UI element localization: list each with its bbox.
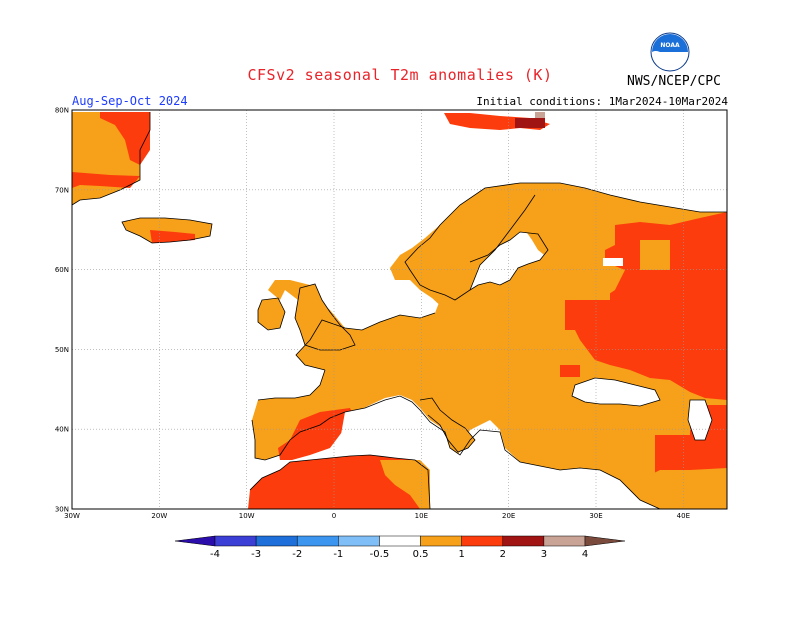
- latitude-label: 60N: [55, 266, 69, 274]
- region-ireland: [258, 298, 285, 330]
- latitude-label: 70N: [55, 186, 69, 194]
- season-label: Aug-Sep-Oct 2024: [72, 94, 188, 108]
- coastline-atlantic: [295, 312, 436, 371]
- colorbar-bin: [214, 535, 257, 547]
- anomaly-fields: [72, 112, 727, 509]
- colorbar-bin: [420, 535, 462, 547]
- colorbar-bin: [461, 535, 504, 547]
- region-baltic-sea: [470, 232, 548, 290]
- coastline-north-africa: [249, 454, 431, 509]
- region-iberia-strong: [278, 408, 355, 460]
- region-greenland-strong: [100, 112, 150, 165]
- coastline-baltic: [469, 231, 549, 291]
- longitude-label: 10E: [415, 512, 428, 520]
- coastline-europe: [439, 182, 727, 226]
- region-svalbard-tan: [535, 112, 545, 118]
- gridlines: [72, 110, 727, 509]
- longitude-label: 30E: [589, 512, 602, 520]
- coastline-italy: [419, 397, 476, 453]
- coastline-greenland: [72, 112, 151, 206]
- colorbar-bin: [296, 535, 339, 547]
- colorbar-tick-label: -1: [333, 549, 343, 560]
- region-orange-patch-russia-2: [580, 280, 610, 300]
- coastline-ireland: [257, 297, 286, 331]
- region-italy: [420, 398, 475, 452]
- region-mediterranean-sea: [340, 396, 660, 509]
- initial-conditions-label: Initial conditions: 1Mar2024-10Mar2024: [476, 95, 728, 108]
- longitude-labels: 30W 20W 10W 0 10E 20E 30E 40E: [64, 512, 690, 520]
- region-caspian-sea: [688, 400, 712, 440]
- organization-label: NWS/NCEP/CPC: [627, 74, 721, 89]
- region-balkan-strong: [560, 365, 580, 377]
- coastline-great-britain: [294, 283, 356, 351]
- latitude-label: 80N: [55, 107, 69, 115]
- colorbar-tick-label: 1: [458, 549, 464, 560]
- colorbar-bin: [543, 535, 586, 547]
- map-frame: [71, 109, 728, 510]
- longitude-label: 30W: [64, 512, 80, 520]
- longitude-label: 10W: [239, 512, 255, 520]
- coastline-iberia: [251, 369, 346, 461]
- longitude-label: 40E: [677, 512, 690, 520]
- coastlines: [72, 112, 727, 509]
- colorbar-bin-arrow-low: [174, 535, 216, 547]
- region-middle-east-strong: [655, 435, 727, 475]
- coastline-iceland: [121, 217, 213, 244]
- colorbar-tick-label: 3: [541, 549, 547, 560]
- region-norway: [405, 183, 535, 300]
- latitude-label: 50N: [55, 346, 69, 354]
- colorbar-tick-label: 0.5: [413, 549, 429, 560]
- longitude-label: 20W: [151, 512, 167, 520]
- longitude-label: 0: [332, 512, 336, 520]
- colorbar-bin: [338, 535, 380, 547]
- logo-text: NOAA: [660, 42, 680, 49]
- page-title: CFSv2 seasonal T2m anomalies (K): [247, 66, 553, 84]
- region-ukraine-strong: [565, 300, 595, 330]
- region-north-africa-orange: [380, 460, 430, 509]
- colorbar-tick-label: -3: [251, 549, 261, 560]
- longitude-label: 20E: [502, 512, 515, 520]
- coastline-caspian: [687, 399, 713, 441]
- region-finland: [525, 225, 570, 266]
- colorbar: -4 -3 -2 -1 -0.5 0.5 1 2 3 4: [174, 535, 626, 560]
- region-white-patch-russia: [603, 258, 623, 266]
- colorbar-tick-label: 4: [582, 549, 588, 560]
- colorbar-tick-label: -2: [292, 549, 302, 560]
- colorbar-bin: [502, 535, 545, 547]
- colorbar-tick-label: -4: [210, 549, 220, 560]
- coastline-mediterranean: [344, 395, 661, 509]
- noaa-logo-icon: NOAA: [650, 32, 690, 72]
- colorbar-tick-label: -0.5: [370, 549, 390, 560]
- region-iceland-strong: [150, 230, 195, 243]
- region-orange-patch-russia: [640, 240, 670, 270]
- colorbar-bin: [379, 535, 421, 547]
- coastline-black-sea: [571, 377, 661, 407]
- colorbar-bin: [255, 535, 298, 547]
- latitude-labels: 80N 70N 60N 50N 40N 30N: [55, 107, 69, 514]
- coastline-scandinavia: [404, 194, 536, 301]
- latitude-label: 40N: [55, 426, 69, 434]
- region-greenland-strong-south: [72, 172, 140, 188]
- region-great-britain: [295, 284, 355, 350]
- region-black-sea: [572, 378, 660, 406]
- colorbar-bin-arrow-high: [584, 535, 626, 547]
- region-svalbard-dark: [515, 118, 545, 128]
- latitude-label: 30N: [55, 506, 69, 514]
- colorbar-tick-label: 2: [500, 549, 506, 560]
